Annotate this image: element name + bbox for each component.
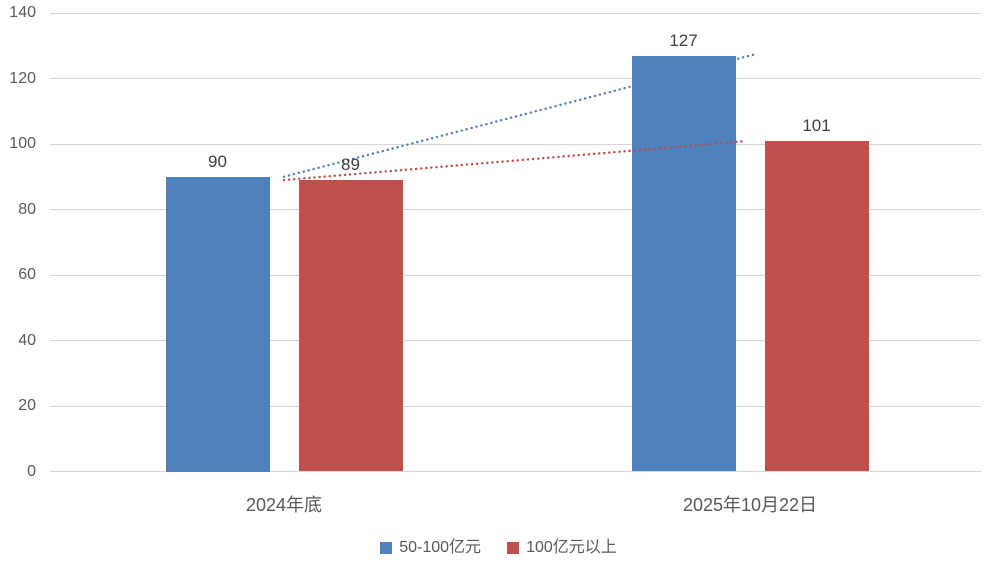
y-axis-tick-80: 80	[18, 200, 36, 218]
legend: 50-100亿元 100亿元以上	[0, 540, 997, 556]
legend-swatch-icon	[507, 542, 520, 554]
legend-label: 50-100亿元	[399, 539, 482, 556]
y-axis-tick-20: 20	[18, 397, 36, 414]
y-axis-tick-40: 40	[18, 331, 36, 349]
data-label-90: 90	[208, 151, 227, 171]
y-axis-tick-0: 0	[27, 462, 36, 480]
bar-series2-cat1	[298, 180, 403, 472]
gridline-y-80	[50, 209, 981, 210]
gridline-y-140	[50, 12, 981, 14]
bar-series2-cat2	[764, 140, 869, 472]
gridline-y-40	[50, 340, 981, 341]
legend-swatch-icon	[380, 542, 393, 554]
gridline-y-20	[50, 405, 981, 407]
y-axis-tick-100: 100	[9, 135, 36, 152]
data-label-127: 127	[669, 30, 698, 50]
data-label-101: 101	[802, 115, 831, 135]
x-axis-label-cat2: 2025年10月22日	[682, 495, 818, 515]
legend-item-red: 100亿元以上	[507, 540, 617, 556]
legend-label: 100亿元以上	[526, 539, 617, 556]
gridline-y-60	[50, 274, 981, 276]
y-axis-tick-120: 120	[9, 69, 36, 87]
bar-series1-cat1	[165, 176, 270, 472]
legend-item-blue: 50-100亿元	[380, 540, 481, 556]
x-axis-label-cat1: 2024年底	[245, 495, 323, 515]
y-axis-tick-60: 60	[18, 266, 36, 283]
gridline-y-0	[50, 471, 981, 472]
bar-series1-cat2	[631, 55, 736, 472]
y-axis-tick-140: 140	[9, 4, 36, 21]
